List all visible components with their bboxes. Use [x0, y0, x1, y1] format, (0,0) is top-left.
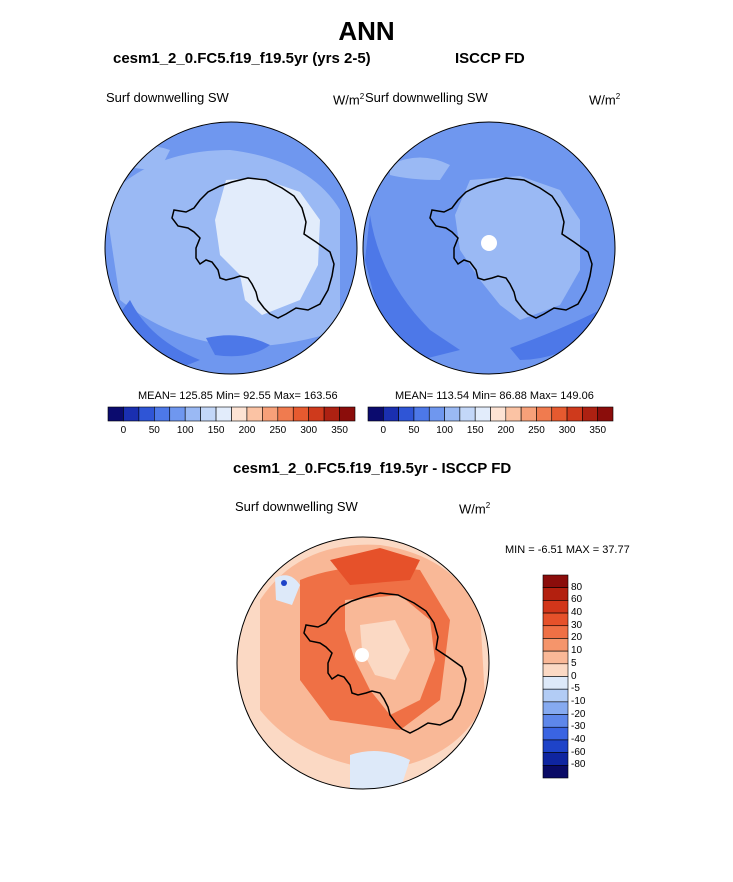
colorbar-box	[597, 406, 614, 422]
difference-colorbar-label: 80	[571, 581, 583, 593]
colorbar-box	[490, 406, 507, 422]
difference-colorbar-box	[542, 587, 569, 601]
colorbar-box	[459, 406, 476, 422]
colorbar-tick-label: 250	[528, 425, 545, 436]
map-obs-field	[362, 121, 616, 375]
difference-colorbar-label: -20	[571, 708, 586, 720]
difference-colorbar-box	[542, 625, 569, 639]
colorbar-tick-label: 300	[300, 425, 318, 436]
colorbar-tick-label: 250	[269, 425, 287, 436]
difference-colorbar-label: 0	[571, 670, 577, 682]
colorbar-tick-label: 0	[380, 425, 387, 436]
colorbar-tick-label: 100	[176, 425, 194, 436]
colorbar-box	[444, 406, 461, 422]
colorbar-box	[566, 406, 583, 422]
difference-colorbar-label: 30	[571, 619, 583, 631]
difference-colorbar-label: 40	[571, 607, 583, 619]
colorbar-tick-label: 200	[238, 425, 256, 436]
colorbar-tick-label: 150	[207, 425, 225, 436]
colorbar-box	[277, 406, 294, 422]
panel-model-heading: cesm1_2_0.FC5.f19_f19.5yr (yrs 2-5)	[113, 50, 371, 67]
panel-model-variable: Surf downwelling SW	[106, 90, 229, 105]
difference-colorbar-box	[542, 714, 569, 728]
panel-obs-units: W/m2	[589, 92, 621, 108]
difference-colorbar-box	[542, 688, 569, 703]
difference-colorbar-label: -80	[571, 759, 586, 771]
colorbar-box	[154, 406, 171, 422]
difference-colorbar-box	[542, 650, 569, 665]
difference-colorbar-box	[542, 574, 569, 588]
colorbar-left	[107, 406, 356, 422]
colorbar-box	[398, 406, 415, 422]
colorbar-box	[308, 406, 325, 422]
colorbar-box	[428, 406, 445, 422]
difference-colorbar-label: 60	[571, 594, 583, 606]
difference-colorbar-label: -10	[571, 695, 586, 707]
difference-stats: MIN = -6.51 MAX = 37.77	[505, 544, 630, 556]
difference-colorbar-box	[542, 765, 569, 779]
map-model-field	[104, 121, 358, 375]
page-title: ANN	[338, 16, 395, 46]
colorbar-box	[200, 406, 217, 422]
map-difference-field	[236, 536, 490, 790]
colorbar-box	[262, 406, 279, 422]
difference-colorbar-box	[542, 676, 569, 690]
colorbar-box	[536, 406, 553, 422]
colorbar-box	[413, 406, 430, 422]
difference-colorbar-box	[542, 600, 569, 614]
colorbar-box	[383, 406, 399, 422]
colorbar-box	[551, 406, 568, 422]
colorbar-box	[582, 406, 598, 422]
colorbar-tick-label: 0	[120, 425, 127, 436]
colorbar-box	[246, 406, 263, 422]
difference-colorbar-label: -40	[571, 733, 586, 745]
difference-colorbar-box	[542, 612, 569, 627]
difference-colorbar-label: -30	[571, 721, 586, 733]
colorbar-box	[292, 406, 309, 422]
colorbar-box	[169, 406, 186, 422]
difference-colorbar-label: -60	[571, 746, 586, 758]
colorbar-box	[107, 406, 124, 422]
colorbar-tick-label: 350	[331, 425, 348, 436]
colorbar-box	[520, 406, 537, 422]
colorbar-box	[215, 406, 232, 422]
difference-colorbar-label: -5	[571, 683, 580, 695]
difference-colorbar-box	[542, 663, 569, 677]
panel-model-stats: MEAN= 125.85 Min= 92.55 Max= 163.56	[138, 390, 338, 402]
colorbar-tick-label: 200	[497, 425, 515, 436]
colorbar-box	[123, 406, 140, 422]
colorbar-box	[367, 406, 384, 422]
difference-colorbar-label: 10	[571, 645, 583, 657]
difference-colorbar-label: 20	[571, 632, 583, 644]
colorbar-tick-label: 50	[148, 425, 160, 436]
colorbar-box	[184, 406, 201, 422]
panel-obs-heading: ISCCP FD	[455, 50, 525, 67]
panel-obs-variable: Surf downwelling SW	[365, 90, 488, 105]
colorbar-box	[231, 406, 248, 422]
difference-colorbar-box	[542, 726, 569, 741]
difference-colorbar-label: 5	[571, 657, 577, 669]
colorbar-difference	[542, 574, 569, 779]
colorbar-right	[367, 406, 614, 422]
colorbar-box	[339, 406, 356, 422]
colorbar-box	[323, 406, 340, 422]
difference-variable: Surf downwelling SW	[235, 499, 358, 514]
difference-colorbar-box	[542, 638, 569, 652]
difference-colorbar-box	[542, 701, 569, 715]
panel-model-units: W/m2	[333, 92, 365, 108]
colorbar-tick-label: 50	[408, 425, 420, 436]
colorbar-tick-label: 350	[589, 425, 607, 436]
difference-colorbar-box	[542, 739, 569, 753]
difference-heading: cesm1_2_0.FC5.f19_f19.5yr - ISCCP FD	[233, 460, 512, 477]
panel-obs-stats: MEAN= 113.54 Min= 86.88 Max= 149.06	[395, 390, 594, 402]
colorbar-box	[505, 406, 522, 422]
colorbar-tick-label: 300	[558, 425, 576, 436]
colorbar-box	[474, 406, 491, 422]
colorbar-box	[138, 406, 155, 422]
colorbar-tick-label: 150	[466, 425, 484, 436]
difference-units: W/m2	[459, 501, 491, 517]
colorbar-tick-label: 100	[436, 425, 453, 436]
difference-colorbar-box	[542, 752, 569, 766]
